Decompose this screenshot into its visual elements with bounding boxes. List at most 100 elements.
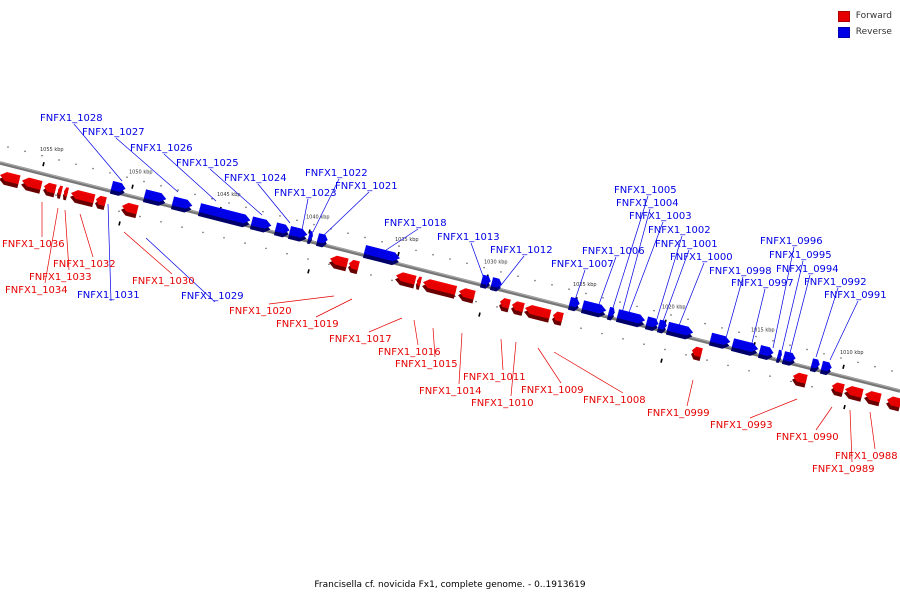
gene-arrow-FNFX1_1002	[656, 319, 667, 334]
gene-body	[274, 222, 290, 234]
gene-gloss	[402, 272, 417, 278]
leader-line-FNFX1_1024	[257, 183, 291, 224]
gene-label-FNFX1_1032[interactable]: FNFX1_1032	[53, 259, 116, 270]
gene-label-FNFX1_1023[interactable]: FNFX1_1023	[274, 188, 337, 199]
gene-label-FNFX1_1007[interactable]: FNFX1_1007	[551, 259, 614, 270]
ruler-dot	[706, 359, 708, 361]
gene-arrow-FNFX1_998	[708, 332, 731, 349]
gene-label-FNFX1_1004[interactable]: FNFX1_1004	[616, 198, 679, 209]
ruler-dot	[891, 370, 893, 372]
gene-label-FNFX1_0997[interactable]: FNFX1_0997	[731, 278, 794, 289]
gene-label-FNFX1_1022[interactable]: FNFX1_1022	[305, 168, 368, 179]
gene-label-FNFX1_1034[interactable]: FNFX1_1034	[5, 285, 68, 296]
gene-label-FNFX1_1002[interactable]: FNFX1_1002	[648, 225, 711, 236]
gene-label-FNFX1_0998[interactable]: FNFX1_0998	[709, 266, 772, 277]
scale-tick-label: 1050 kbp	[129, 170, 153, 176]
ruler-dot	[75, 163, 77, 166]
gene-arrow-FNFX1_1027	[170, 196, 193, 213]
gene-arrow-FNFX1_1036	[0, 172, 21, 189]
ruler-dot	[721, 327, 723, 329]
ruler-dot	[265, 247, 267, 250]
gene-arrow-FNFX1_997	[730, 338, 759, 356]
leader-line-FNFX1_1004	[621, 208, 651, 314]
gene-label-FNFX1_0999[interactable]: FNFX1_0999	[647, 408, 710, 419]
gene-label-FNFX1_0993[interactable]: FNFX1_0993	[710, 420, 773, 431]
gene-gloss	[429, 279, 458, 289]
gene-label-FNFX1_1017[interactable]: FNFX1_1017	[329, 334, 392, 345]
gene-label-FNFX1_1028[interactable]: FNFX1_1028	[40, 113, 103, 124]
ruler-dot	[92, 167, 94, 170]
gene-label-FNFX1_0989[interactable]: FNFX1_0989	[812, 464, 875, 475]
gene-label-FNFX1_0996[interactable]: FNFX1_0996	[760, 236, 823, 247]
legend-item-forward: Forward	[837, 8, 892, 24]
gene-label-FNFX1_0995[interactable]: FNFX1_0995	[769, 250, 832, 261]
gene-label-FNFX1_0992[interactable]: FNFX1_0992	[804, 277, 867, 288]
gene-label-FNFX1_1025[interactable]: FNFX1_1025	[176, 158, 239, 169]
gene-label-FNFX1_1008[interactable]: FNFX1_1008	[583, 395, 646, 406]
gene-gloss	[647, 316, 656, 321]
gene-label-FNFX1_0988[interactable]: FNFX1_0988	[835, 451, 898, 462]
gene-arrow-FNFX1_1031	[95, 195, 107, 211]
leader-line-FNFX1_0993	[749, 398, 798, 419]
gene-label-FNFX1_1018[interactable]: FNFX1_1018	[384, 218, 447, 229]
gene-label-FNFX1_1013[interactable]: FNFX1_1013	[437, 232, 500, 243]
gene-label-FNFX1_1000[interactable]: FNFX1_1000	[670, 252, 733, 263]
leader-line-FNFX1_1018	[376, 228, 419, 257]
gene-label-FNFX1_1030[interactable]: FNFX1_1030	[132, 276, 195, 287]
gene-gloss	[59, 185, 63, 189]
gene-label-FNFX1_1027[interactable]: FNFX1_1027	[82, 127, 145, 138]
gene-label-FNFX1_1009[interactable]: FNFX1_1009	[521, 385, 584, 396]
gene-label-FNFX1_1021[interactable]: FNFX1_1021	[335, 181, 398, 192]
genome-caption: Francisella cf. novicida Fx1, complete g…	[314, 580, 586, 590]
ruler-dot	[727, 364, 729, 367]
leader-line-FNFX1_1027	[115, 137, 179, 193]
gene-label-FNFX1_1029[interactable]: FNFX1_1029	[181, 291, 244, 302]
gene-arrow-FNFX1_1009	[524, 305, 552, 323]
gene-gloss	[65, 187, 69, 190]
gene-gloss	[570, 297, 578, 301]
gene-label-FNFX1_0991[interactable]: FNFX1_0991	[824, 290, 887, 301]
gene-arrow-FNFX1_1035	[21, 177, 43, 194]
gene-label-FNFX1_0990[interactable]: FNFX1_0990	[776, 432, 839, 443]
gene-body	[423, 279, 458, 295]
scale-tick-label: 1030 kbp	[484, 260, 508, 266]
gene-label-FNFX1_1026[interactable]: FNFX1_1026	[130, 143, 193, 154]
gene-label-FNFX1_1010[interactable]: FNFX1_1010	[471, 398, 534, 409]
gene-arrow-FNFX1_999	[691, 346, 703, 362]
gene-label-FNFX1_1016[interactable]: FNFX1_1016	[378, 347, 441, 358]
gene-body	[250, 216, 272, 229]
gene-label-FNFX1_1014[interactable]: FNFX1_1014	[419, 386, 482, 397]
minor-tick-mark	[843, 404, 846, 410]
leader-line-FNFX1_1014	[458, 332, 463, 385]
scale-tick-label: 1015 kbp	[751, 327, 775, 333]
ruler-dot	[483, 266, 485, 269]
gene-label-FNFX1_1024[interactable]: FNFX1_1024	[224, 173, 287, 184]
gene-label-FNFX1_1003[interactable]: FNFX1_1003	[629, 211, 692, 222]
ruler-dot	[223, 236, 225, 239]
ruler-dot	[475, 300, 477, 303]
gene-label-FNFX1_1019[interactable]: FNFX1_1019	[276, 319, 339, 330]
gene-arrow-FNFX1_1015	[422, 279, 458, 299]
leader-line-FNFX1_0995	[781, 260, 804, 351]
gene-label-FNFX1_1005[interactable]: FNFX1_1005	[614, 185, 677, 196]
gene-label-FNFX1_1033[interactable]: FNFX1_1033	[29, 272, 92, 283]
leader-line-FNFX1_1022	[312, 178, 340, 233]
leader-line-FNFX1_1013	[470, 242, 488, 288]
gene-gloss	[733, 338, 754, 346]
gene-gloss	[892, 396, 900, 401]
leader-line-FNFX1_1003	[627, 221, 664, 316]
gene-label-FNFX1_1001[interactable]: FNFX1_1001	[655, 239, 718, 250]
leader-line-FNFX1_0990	[815, 406, 833, 431]
gene-label-FNFX1_1020[interactable]: FNFX1_1020	[229, 306, 292, 317]
gene-label-FNFX1_1011[interactable]: FNFX1_1011	[463, 372, 526, 383]
ruler-dot	[244, 242, 246, 244]
gene-label-FNFX1_0994[interactable]: FNFX1_0994	[776, 264, 839, 275]
gene-label-FNFX1_1015[interactable]: FNFX1_1015	[395, 359, 458, 370]
gene-label-FNFX1_1031[interactable]: FNFX1_1031	[77, 290, 140, 301]
gene-arrow-FNFX1_990	[831, 382, 845, 397]
gene-label-FNFX1_1006[interactable]: FNFX1_1006	[582, 246, 645, 257]
scale-tick-label: 1035 kbp	[395, 237, 419, 243]
gene-label-FNFX1_1036[interactable]: FNFX1_1036	[2, 239, 65, 250]
gene-label-FNFX1_1012[interactable]: FNFX1_1012	[490, 245, 553, 256]
leader-line-FNFX1_0989	[849, 409, 853, 463]
